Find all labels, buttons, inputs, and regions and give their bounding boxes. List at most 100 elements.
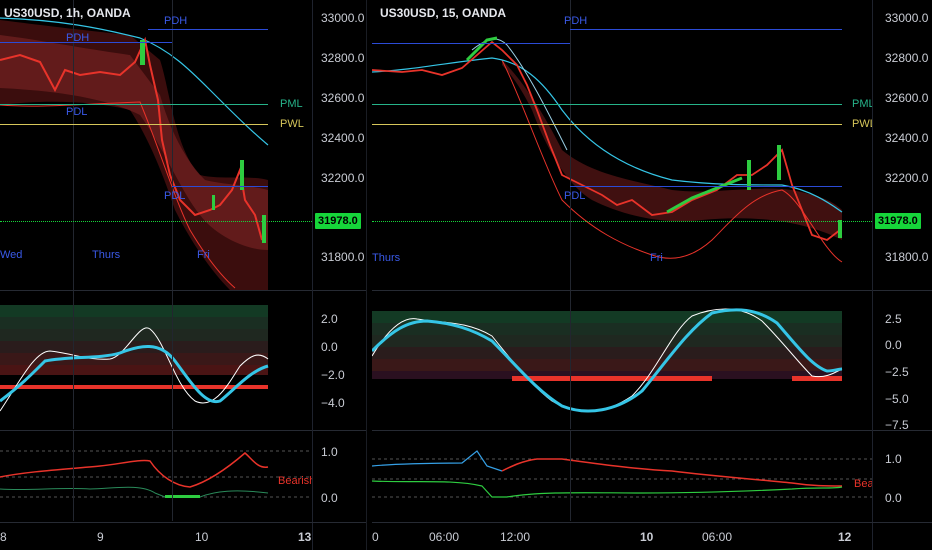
right-pml-label: PML <box>852 98 872 110</box>
left-osc-tick: −4.0 <box>321 396 345 410</box>
right-osc-vline <box>570 291 571 429</box>
right-x-label: 06:00 <box>429 530 460 544</box>
right-bottom-red <box>501 458 843 487</box>
right-price-tick: 31800.0 <box>885 250 929 264</box>
left-price-tick: 32800.0 <box>321 51 365 65</box>
right-pwl-label: PWL <box>852 118 872 130</box>
right-price-tick: 32800.0 <box>885 51 929 65</box>
left-pwl-label: PWL <box>280 118 304 130</box>
left-x-label: 10 <box>195 530 209 544</box>
left-pdh-line-2 <box>0 42 172 43</box>
right-bottom-blue <box>372 450 503 472</box>
right-pdh-line-2 <box>372 43 570 44</box>
left-price-tick: 32400.0 <box>321 131 365 145</box>
right-bottom-svg <box>372 450 872 498</box>
left-pdh-label-2: PDH <box>66 32 90 44</box>
right-bottom-tick: 0.0 <box>885 491 902 505</box>
left-bottom-plot[interactable]: Bearish <box>0 431 312 521</box>
left-chart-pane[interactable]: US30USD, 1h, OANDA PDH PDH PDL PDL PML P… <box>0 0 366 550</box>
right-xaxis-sep <box>372 522 932 523</box>
left-osc-white <box>0 327 269 412</box>
right-cloud-band <box>502 60 842 240</box>
right-bottom-plot[interactable]: Bear <box>372 431 872 521</box>
left-bottom-tick: 1.0 <box>321 445 338 459</box>
left-bottom-vline-1 <box>73 431 74 521</box>
left-current-price-badge: 31978.0 <box>315 213 361 229</box>
right-day-label-thurs: Thurs <box>372 252 401 264</box>
left-osc-tick: 0.0 <box>321 340 338 354</box>
left-pml-line <box>0 104 268 105</box>
left-osc-vline-1 <box>73 291 74 429</box>
right-pdl-label: PDL <box>564 190 586 202</box>
left-pdl-label-2: PDL <box>164 190 186 202</box>
right-pml-line <box>372 104 842 105</box>
right-x-label: 10 <box>640 530 654 544</box>
left-osc-tick: 2.0 <box>321 312 338 326</box>
right-price-plot[interactable]: US30USD, 15, OANDA PDH PDL PML PWL Thurs… <box>372 0 872 290</box>
left-current-price-line <box>0 221 312 222</box>
right-osc-plot[interactable] <box>372 291 872 429</box>
right-pdl-line <box>570 186 842 187</box>
left-price-tick: 33000.0 <box>321 11 365 25</box>
right-x-label: 12 <box>838 530 852 544</box>
right-x-label: 0 <box>372 530 379 544</box>
right-price-tick: 32400.0 <box>885 131 929 145</box>
right-osc-tick: 2.5 <box>885 312 902 326</box>
right-x-label: 06:00 <box>702 530 733 544</box>
right-day-label-fri: Fri <box>650 252 663 264</box>
right-osc-tick: 0.0 <box>885 338 902 352</box>
left-bottom-tick: 0.0 <box>321 491 338 505</box>
left-price-tick: 32200.0 <box>321 171 365 185</box>
right-osc-svg <box>372 308 843 413</box>
left-chart-title[interactable]: US30USD, 1h, OANDA <box>4 6 131 20</box>
left-osc-vline-2 <box>172 291 173 429</box>
right-vline-1 <box>570 0 571 290</box>
left-pdh-label: PDH <box>164 15 188 27</box>
left-xaxis-sep <box>0 522 366 523</box>
right-chart-pane[interactable]: US30USD, 15, OANDA PDH PDL PML PWL Thurs… <box>372 0 932 550</box>
right-sep-2 <box>372 430 932 431</box>
right-chart-title[interactable]: US30USD, 15, OANDA <box>380 6 507 20</box>
right-current-price-badge: 31978.0 <box>875 213 921 229</box>
right-osc-tick: −5.0 <box>885 392 909 406</box>
right-price-tick: 32200.0 <box>885 171 929 185</box>
right-price-tick: 33000.0 <box>885 11 929 25</box>
left-cloud-inner <box>0 35 268 250</box>
left-vline-1 <box>73 0 74 290</box>
left-bearish-label: Bearish <box>278 475 312 487</box>
left-pdh-line <box>148 29 268 30</box>
left-vline-2 <box>172 0 173 290</box>
left-osc-tick: −2.0 <box>321 368 345 382</box>
left-x-label: 13 <box>298 530 312 544</box>
pane-divider[interactable] <box>366 0 372 550</box>
right-price-tick: 32600.0 <box>885 91 929 105</box>
right-price-axis[interactable]: 33000.0 32800.0 32600.0 32400.0 32200.0 … <box>872 0 932 550</box>
right-x-label: 12:00 <box>500 530 531 544</box>
right-osc-tick: −7.5 <box>885 418 909 432</box>
left-price-axis[interactable]: 33000.0 32800.0 32600.0 32400.0 32200.0 … <box>312 0 367 550</box>
left-price-svg <box>0 17 269 290</box>
left-sep-2 <box>0 430 366 431</box>
right-candles <box>372 36 842 242</box>
left-x-label: 9 <box>97 530 104 544</box>
left-ma-line <box>0 17 269 146</box>
left-lower-envelope <box>0 101 236 289</box>
right-bearish-label: Bear <box>854 478 872 490</box>
right-bottom-vline <box>570 431 571 521</box>
left-day-label-wed: Wed <box>0 249 23 261</box>
left-pdl-label: PDL <box>66 106 88 118</box>
right-osc-tick: −2.5 <box>885 365 909 379</box>
left-pml-label: PML <box>280 98 303 110</box>
left-price-plot[interactable]: US30USD, 1h, OANDA PDH PDH PDL PDL PML P… <box>0 0 312 290</box>
left-x-label: 8 <box>0 530 7 544</box>
right-price-svg <box>372 36 843 263</box>
right-osc-cyan <box>372 308 843 413</box>
right-sep-1 <box>372 290 932 291</box>
left-day-label-fri: Fri <box>197 249 210 261</box>
left-osc-plot[interactable] <box>0 291 312 429</box>
left-pdl-line <box>172 186 268 187</box>
left-bottom-vline-2 <box>172 431 173 521</box>
right-bottom-tick: 1.0 <box>885 452 902 466</box>
right-current-price-line <box>372 221 872 222</box>
left-price-tick: 31800.0 <box>321 250 365 264</box>
